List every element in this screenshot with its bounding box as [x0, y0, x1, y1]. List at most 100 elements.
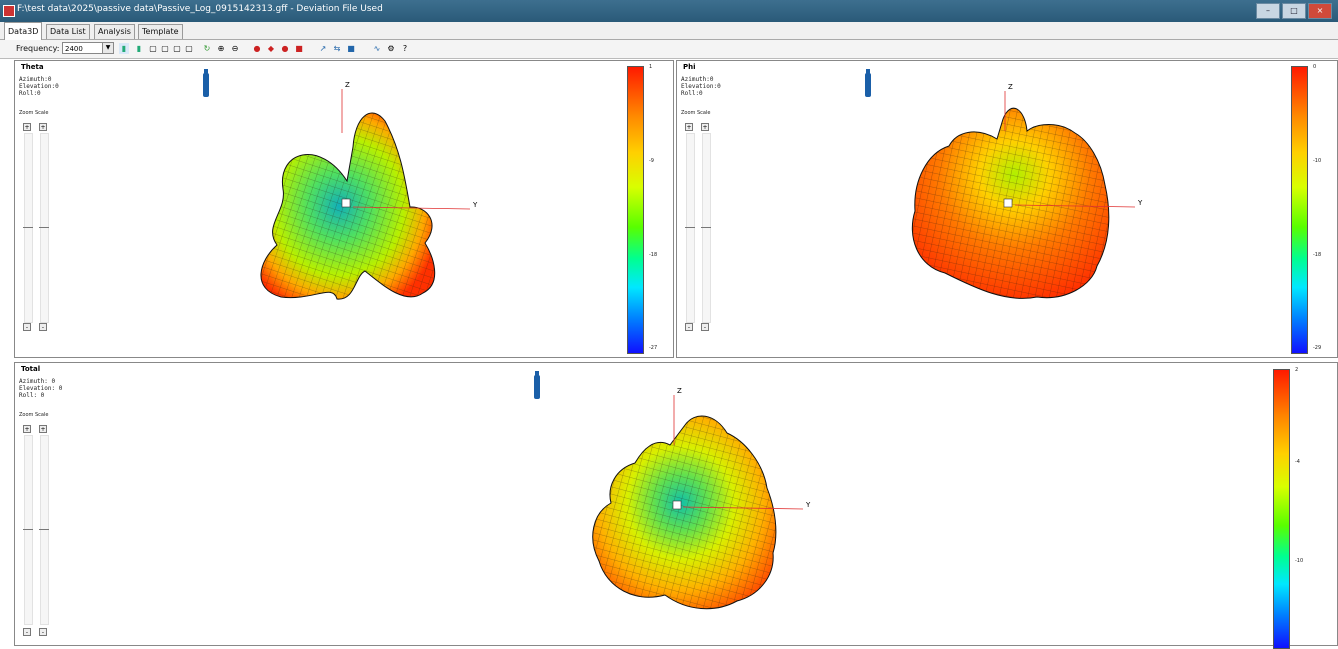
colorbar-tick-max: 0: [1313, 64, 1317, 70]
orientation-info: Azimuth:0 Elevation:0 Roll:0: [19, 76, 59, 97]
azimuth-readout: Azimuth:0: [19, 76, 52, 83]
colorbar-tick-max: 1: [649, 64, 653, 70]
record-icon[interactable]: ●: [253, 44, 261, 53]
roll-readout: Roll:0: [681, 90, 703, 97]
colorbar-tick-min: -27: [649, 345, 658, 351]
tab-bar: Data3D Data List Analysis Template: [0, 22, 1338, 40]
scale-down-button[interactable]: -: [39, 323, 47, 331]
colorbar-tick: -10: [1313, 158, 1322, 164]
zoom-in-icon[interactable]: ⊕: [217, 44, 225, 53]
zoom-slider[interactable]: [24, 435, 33, 625]
window-controls: – □ ×: [1256, 3, 1332, 19]
chart-icon[interactable]: ↗: [319, 44, 327, 53]
panel-title: Theta: [21, 63, 44, 71]
zoom-slider-thumb[interactable]: [23, 529, 33, 532]
close-button[interactable]: ×: [1308, 3, 1332, 19]
zoom-scale-label: Zoom Scale: [19, 412, 49, 418]
settings-icon[interactable]: ⚙: [387, 44, 395, 53]
zoom-scale-label: Zoom Scale: [681, 110, 711, 116]
total-3d-pattern[interactable]: [15, 363, 1337, 645]
rotate-icon[interactable]: ↻: [203, 44, 211, 53]
orientation-indicator: [534, 371, 540, 399]
azimuth-readout: Azimuth: 0: [19, 378, 56, 385]
maximize-button[interactable]: □: [1282, 3, 1306, 19]
zoom-scale-label: Zoom Scale: [19, 110, 49, 116]
orientation-info: Azimuth: 0 Elevation: 0 Roll: 0: [19, 378, 62, 399]
export-icon[interactable]: ⇆: [333, 44, 341, 53]
stop-icon[interactable]: ●: [281, 44, 289, 53]
pause-icon[interactable]: ■: [295, 44, 303, 53]
z-axis-label: Z: [677, 387, 682, 395]
tab-analysis[interactable]: Analysis: [94, 24, 135, 39]
y-axis: [682, 506, 804, 510]
color-scale-bar: [1291, 66, 1308, 354]
scale-up-button[interactable]: +: [701, 123, 709, 131]
zoom-slider[interactable]: [24, 133, 33, 323]
y-axis-label: Y: [1138, 199, 1143, 207]
tab-data-list[interactable]: Data List: [46, 24, 90, 39]
y-axis: [1014, 204, 1136, 208]
window-title: F:\test data\2025\passive data\Passive_L…: [17, 4, 383, 14]
scale-slider[interactable]: [40, 133, 49, 323]
phi-3d-pattern[interactable]: [677, 61, 1337, 357]
zoom-up-button[interactable]: +: [23, 123, 31, 131]
scale-slider-thumb[interactable]: [39, 529, 49, 532]
zoom-slider-thumb[interactable]: [685, 227, 695, 230]
z-axis-label: Z: [1008, 83, 1013, 91]
scale-up-button[interactable]: +: [39, 425, 47, 433]
zoom-slider[interactable]: [686, 133, 695, 323]
zoom-up-button[interactable]: +: [23, 425, 31, 433]
color-scale-bar: [627, 66, 644, 354]
total-mesh: [592, 415, 776, 609]
view-icon[interactable]: ▢: [149, 44, 157, 53]
origin-marker: [341, 198, 351, 208]
theta-panel[interactable]: Theta Azimuth:0 Elevation:0 Roll:0 Zoom …: [14, 60, 674, 358]
play-icon[interactable]: ◆: [267, 44, 275, 53]
color-scale-bar: [1273, 369, 1290, 649]
origin-marker: [1003, 198, 1013, 208]
scale-up-button[interactable]: +: [39, 123, 47, 131]
azimuth-readout: Azimuth:0: [681, 76, 714, 83]
antenna-alt-icon[interactable]: ▮: [136, 44, 142, 53]
minimize-button[interactable]: –: [1256, 3, 1280, 19]
total-panel[interactable]: Total Azimuth: 0 Elevation: 0 Roll: 0 Zo…: [14, 362, 1338, 649]
tab-template[interactable]: Template: [138, 24, 183, 39]
panel-title: Total: [21, 365, 41, 373]
theta-3d-pattern[interactable]: [15, 61, 673, 357]
colorbar-tick: -4: [1295, 459, 1300, 465]
roll-readout: Roll:0: [19, 90, 41, 97]
scale-slider[interactable]: [40, 435, 49, 625]
zoom-out-icon[interactable]: ⊖: [231, 44, 239, 53]
colorbar-tick: -9: [649, 158, 654, 164]
zoom-down-button[interactable]: -: [685, 323, 693, 331]
orientation-indicator: [865, 69, 871, 97]
antenna-icon[interactable]: ▮: [119, 43, 129, 54]
scale-slider[interactable]: [702, 133, 711, 323]
phi-panel[interactable]: Phi Azimuth:0 Elevation:0 Roll:0 Zoom Sc…: [676, 60, 1338, 358]
zoom-slider-thumb[interactable]: [23, 227, 33, 230]
tab-data3d[interactable]: Data3D: [4, 22, 43, 40]
zoom-down-button[interactable]: -: [23, 628, 31, 636]
zoom-down-button[interactable]: -: [23, 323, 31, 331]
view-side-icon[interactable]: ▢: [173, 44, 181, 53]
help-icon[interactable]: ?: [402, 44, 408, 53]
elevation-readout: Elevation:0: [681, 83, 721, 90]
colorbar-tick: -10: [1295, 558, 1304, 564]
window-titlebar: F:\test data\2025\passive data\Passive_L…: [0, 0, 1338, 22]
scale-slider-thumb[interactable]: [39, 227, 49, 230]
view-top-icon[interactable]: ▢: [185, 44, 193, 53]
frequency-value: 2400: [65, 45, 83, 53]
colorbar-tick: -18: [649, 252, 658, 258]
scale-down-button[interactable]: -: [701, 323, 709, 331]
save-icon[interactable]: ■: [347, 44, 355, 53]
panel-title: Phi: [683, 63, 696, 71]
scale-down-button[interactable]: -: [39, 628, 47, 636]
view-front-icon[interactable]: ▢: [161, 44, 169, 53]
wave-icon[interactable]: ∿: [373, 44, 381, 53]
chevron-down-icon[interactable]: ▼: [102, 43, 113, 53]
scale-slider-thumb[interactable]: [701, 227, 711, 230]
zoom-up-button[interactable]: +: [685, 123, 693, 131]
frequency-label: Frequency:: [16, 44, 60, 53]
frequency-select[interactable]: 2400 ▼: [62, 42, 114, 54]
colorbar-tick: -18: [1313, 252, 1322, 258]
